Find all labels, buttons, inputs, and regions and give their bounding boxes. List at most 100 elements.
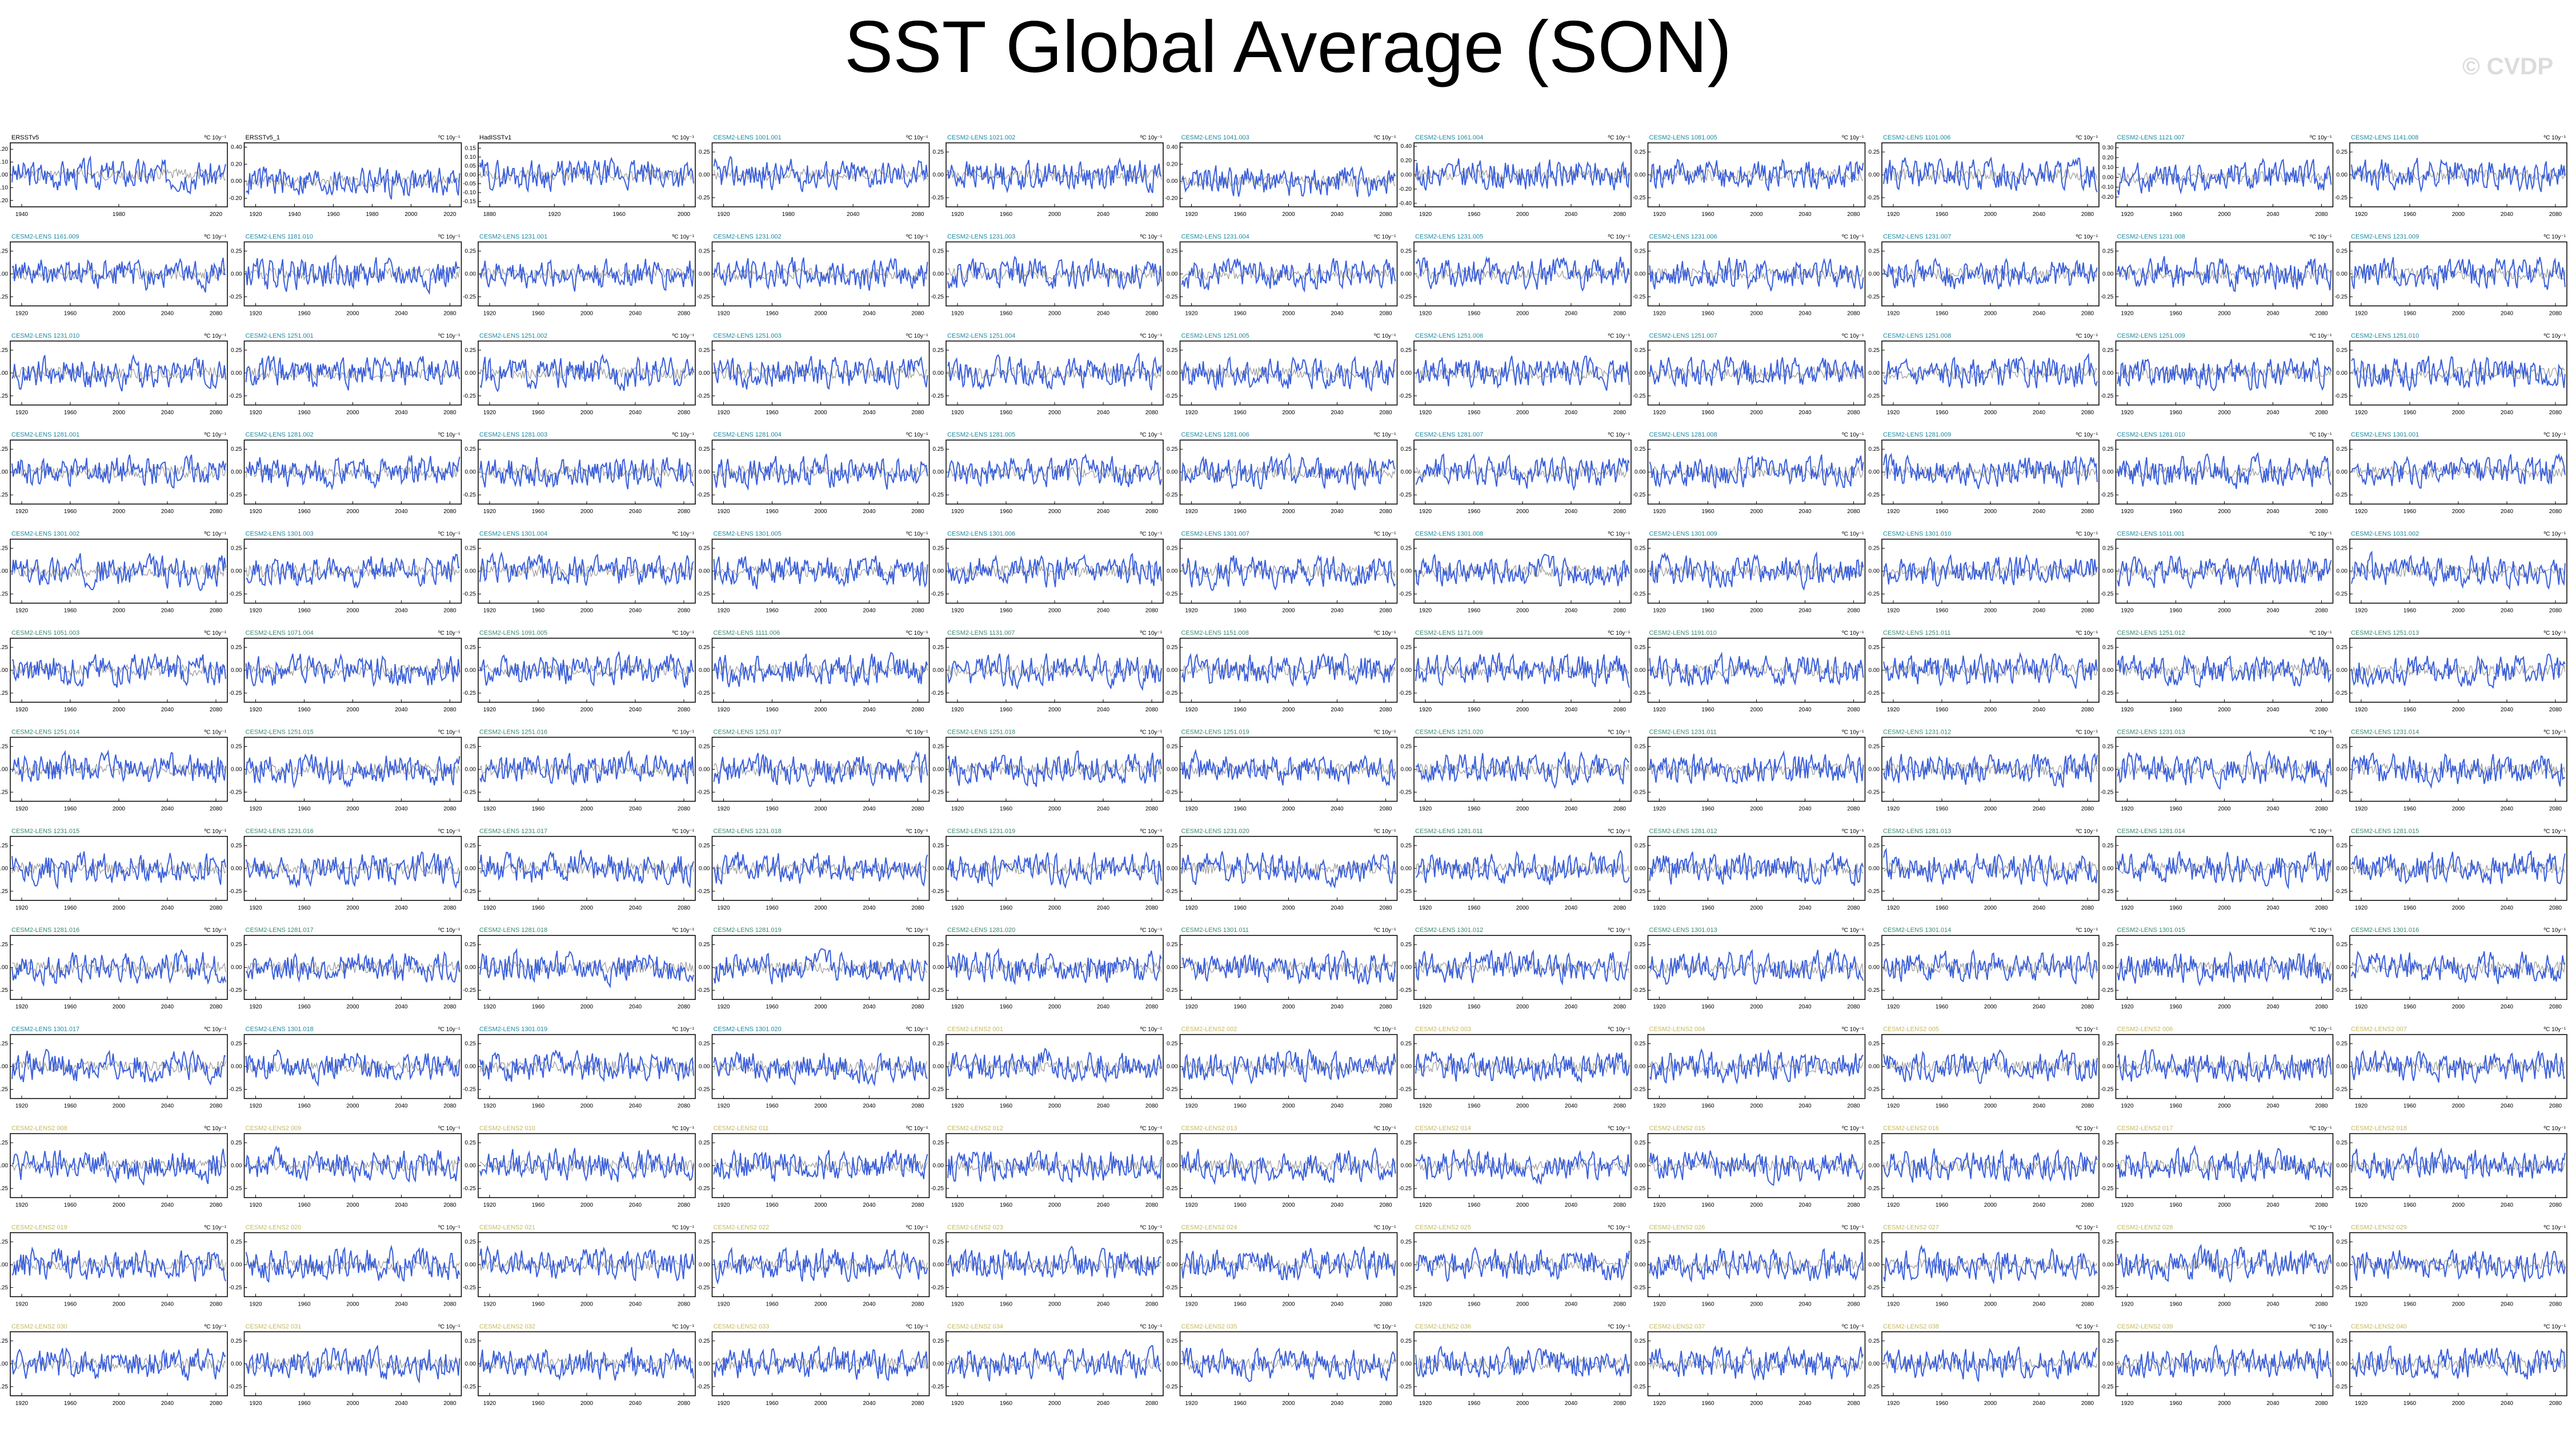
x-tick-label: 1920: [249, 806, 262, 812]
y-tick-label: 0.25: [1634, 446, 1646, 453]
x-tick-label: 2080: [1145, 509, 1159, 515]
x-tick-label: 1960: [1701, 707, 1714, 713]
x-tick-label: 2000: [1282, 410, 1295, 416]
y-tick-label: 0.00: [1634, 866, 1646, 872]
y-tick-label: -0.25: [1866, 591, 1880, 598]
y-tick-label: 0.00: [933, 271, 944, 277]
y-tick-label: 0.00: [1869, 569, 1880, 575]
y-tick-label: 0.00: [699, 1361, 710, 1367]
series-line: [1649, 158, 1864, 191]
x-tick-label: 2000: [113, 608, 126, 614]
series-line: [1181, 748, 1396, 786]
panel-title: CESM2-LENS 1281.007: [1415, 431, 1483, 438]
y-tick-label: 0.25: [465, 347, 476, 354]
x-tick-label: 1960: [1701, 1400, 1714, 1407]
ensemble-line: [2351, 663, 2566, 677]
x-tick-label: 1960: [1701, 1004, 1714, 1010]
panel-title: CESM2-LENS2 025: [1415, 1224, 1471, 1231]
y-tick-label: -0.25: [2101, 591, 2114, 598]
units-label: ºC 10y⁻¹: [2310, 1027, 2332, 1033]
y-tick-label: 0.00: [1634, 1361, 1646, 1367]
x-tick-label: 2000: [814, 410, 827, 416]
units-label: ºC 10y⁻¹: [672, 1324, 695, 1330]
ensemble-line: [1415, 465, 1630, 479]
y-tick-label: -0.25: [1866, 1087, 1880, 1093]
panel-12-3: CESM2-LENS2 021 ºC 10y⁻¹0.250.00-0.251920…: [463, 1224, 696, 1307]
x-tick-label: 2080: [911, 1004, 924, 1010]
y-tick-label: 0.00: [1167, 1262, 1178, 1268]
y-tick-label: -0.25: [931, 591, 944, 598]
units-label: ºC 10y⁻¹: [672, 1027, 695, 1033]
x-tick-label: 2000: [580, 410, 594, 416]
x-tick-label: 2040: [1097, 1400, 1110, 1407]
x-tick-label: 1960: [2403, 211, 2417, 218]
x-tick-label: 1920: [483, 310, 496, 317]
y-tick-label: -0.25: [697, 195, 710, 201]
x-tick-label: 1920: [2121, 509, 2134, 515]
x-tick-label: 1960: [766, 310, 779, 317]
x-tick-label: 1960: [1936, 1400, 1949, 1407]
y-tick-label: -0.25: [1633, 294, 1646, 300]
series-line: [479, 457, 694, 490]
panel-5-4: CESM2-LENS 1301.005 ºC 10y⁻¹0.250.00-0.25…: [697, 531, 930, 614]
x-tick-label: 1960: [2169, 410, 2182, 416]
x-tick-label: 2000: [1048, 1301, 1061, 1307]
y-tick-label: -0.25: [1633, 393, 1646, 399]
x-tick-label: 1920: [249, 608, 262, 614]
y-tick-label: 0.25: [1634, 645, 1646, 651]
x-tick-label: 2080: [443, 410, 456, 416]
y-tick-label: 0.00: [1401, 766, 1412, 772]
series-line: [479, 947, 694, 989]
panel-title: CESM2-LENS2 032: [479, 1323, 535, 1330]
ensemble-line: [479, 564, 694, 578]
y-tick-label: 0.00: [1869, 866, 1880, 872]
y-tick-label: -0.25: [1399, 690, 1412, 697]
panel-title: CESM2-LENS 1141.008: [2351, 134, 2418, 141]
panel-title: CESM2-LENS2 029: [2351, 1224, 2407, 1231]
panel-title: CESM2-LENS 1251.007: [1649, 333, 1717, 339]
x-tick-label: 1920: [2121, 707, 2134, 713]
x-tick-label: 2000: [1984, 1301, 1997, 1307]
y-tick-label: 0.25: [933, 347, 944, 354]
x-tick-label: 1960: [2169, 1103, 2182, 1110]
units-label: ºC 10y⁻¹: [1842, 927, 1864, 934]
x-tick-label: 2040: [161, 509, 174, 515]
panel-title: CESM2-LENS 1281.009: [1883, 431, 1951, 438]
x-tick-label: 1920: [2355, 410, 2368, 416]
x-tick-label: 1920: [15, 1301, 29, 1307]
ensemble-line: [947, 565, 1162, 578]
x-tick-label: 2040: [161, 806, 174, 812]
x-tick-label: 2080: [1145, 211, 1159, 218]
x-tick-label: 1960: [1701, 806, 1714, 812]
x-tick-label: 1960: [532, 608, 545, 614]
x-tick-label: 1960: [532, 707, 545, 713]
panel-2-11: CESM2-LENS 1231.009 ºC 10y⁻¹0.250.00-0.25…: [2334, 233, 2567, 317]
units-label: ºC 10y⁻¹: [2544, 432, 2566, 438]
series-line: [245, 753, 460, 789]
units-label: ºC 10y⁻¹: [205, 1224, 227, 1231]
x-tick-label: 2000: [346, 1004, 359, 1010]
y-tick-label: -0.25: [229, 1284, 242, 1291]
panel-title: CESM2-LENS 1281.001: [11, 431, 79, 438]
series-line: [947, 553, 1162, 588]
y-tick-label: -0.25: [2334, 1384, 2347, 1390]
x-tick-label: 2000: [1048, 905, 1061, 911]
x-tick-label: 2040: [395, 1004, 408, 1010]
y-tick-label: 0.25: [0, 1338, 8, 1344]
series-line: [11, 454, 226, 489]
x-tick-label: 1960: [766, 905, 779, 911]
series-line: [2351, 1345, 2566, 1380]
panel-title: CESM2-LENS 1231.020: [1181, 828, 1249, 835]
x-tick-label: 1920: [1419, 509, 1432, 515]
units-label: ºC 10y⁻¹: [2076, 828, 2098, 835]
ensemble-line: [2351, 763, 2566, 776]
x-tick-label: 2000: [1984, 1004, 1997, 1010]
x-tick-label: 2000: [580, 509, 594, 515]
y-tick-label: 0.25: [933, 546, 944, 552]
units-label: ºC 10y⁻¹: [672, 1224, 695, 1231]
y-tick-label: 0.25: [1401, 1041, 1412, 1047]
x-tick-label: 2080: [443, 1301, 456, 1307]
ensemble-line: [2117, 564, 2332, 578]
units-label: ºC 10y⁻¹: [2310, 729, 2332, 735]
